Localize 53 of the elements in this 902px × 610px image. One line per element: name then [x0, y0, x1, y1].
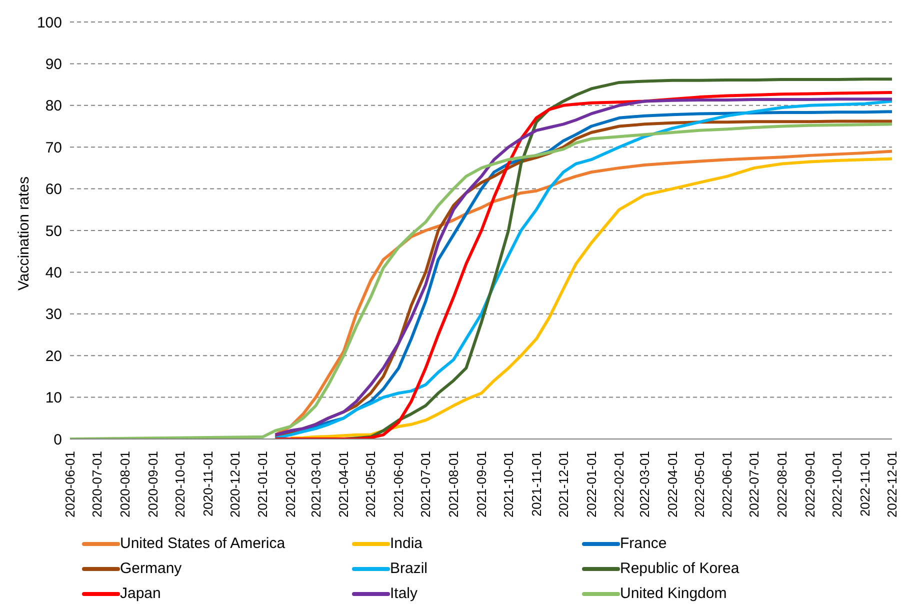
- x-tick-label: 2021-11-01: [528, 451, 544, 517]
- x-tick-label: 2021-12-01: [556, 451, 571, 518]
- y-tick-label: 0: [54, 431, 62, 448]
- x-tick-label: 2020-06-01: [62, 451, 78, 518]
- x-tick-label: 2021-03-01: [308, 451, 324, 518]
- x-tick-label: 2021-04-01: [336, 451, 352, 518]
- x-tick-label: 2022-11-01: [857, 451, 872, 517]
- x-tick-label: 2021-02-01: [283, 451, 298, 518]
- y-tick-label: 60: [45, 181, 62, 198]
- x-tick-label: 2021-05-01: [363, 451, 378, 518]
- x-tick-label: 2021-08-01: [446, 451, 462, 518]
- x-tick-label: 2022-01-01: [584, 451, 599, 518]
- legend-label: India: [390, 535, 423, 552]
- legend-label: Republic of Korea: [620, 560, 740, 577]
- y-tick-label: 40: [45, 264, 62, 282]
- legend-label: Italy: [390, 585, 418, 602]
- legend-label: United States of America: [120, 535, 286, 552]
- y-tick-label: 100: [36, 14, 62, 32]
- x-tick-label: 2021-01-01: [255, 451, 270, 518]
- x-tick-label: 2022-09-01: [802, 451, 818, 518]
- x-tick-label: 2020-08-01: [117, 451, 132, 518]
- x-tick-label: 2021-07-01: [418, 451, 434, 518]
- x-tick-label: 2022-05-01: [692, 451, 707, 518]
- x-tick-label: 2022-12-01: [884, 451, 900, 518]
- x-tick-label: 2021-06-01: [391, 451, 406, 518]
- y-tick-label: 90: [45, 56, 62, 74]
- legend-label: United Kingdom: [620, 585, 727, 602]
- legend-label: Brazil: [390, 560, 428, 577]
- x-tick-label: 2020-09-01: [145, 451, 160, 518]
- x-tick-label: 2020-10-01: [172, 451, 188, 518]
- y-tick-label: 20: [45, 348, 62, 365]
- y-tick-label: 70: [45, 139, 62, 156]
- x-tick-label: 2021-09-01: [474, 451, 489, 518]
- x-tick-label: 2022-03-01: [636, 451, 652, 518]
- x-tick-label: 2021-10-01: [500, 451, 516, 518]
- x-tick-label: 2022-06-01: [720, 451, 735, 518]
- x-tick-label: 2022-07-01: [746, 451, 762, 518]
- y-tick-label: 50: [45, 222, 62, 240]
- y-tick-label: 80: [45, 98, 62, 115]
- x-tick-label: 2020-12-01: [227, 451, 242, 518]
- line-series: [70, 122, 892, 439]
- y-tick-label: 10: [45, 390, 62, 407]
- y-tick-label: 30: [45, 306, 62, 324]
- x-tick-label: 2020-11-01: [200, 451, 216, 517]
- x-tick-label: 2020-07-01: [90, 451, 105, 518]
- legend-label: Japan: [120, 585, 161, 602]
- y-axis-title: Vaccination rates: [15, 176, 32, 290]
- x-tick-label: 2022-08-01: [774, 451, 790, 518]
- legend-label: France: [620, 535, 667, 552]
- x-tick-label: 2022-02-01: [612, 451, 627, 518]
- x-tick-label: 2022-10-01: [830, 451, 845, 518]
- x-tick-label: 2022-04-01: [664, 451, 680, 518]
- legend-label: Germany: [120, 560, 182, 577]
